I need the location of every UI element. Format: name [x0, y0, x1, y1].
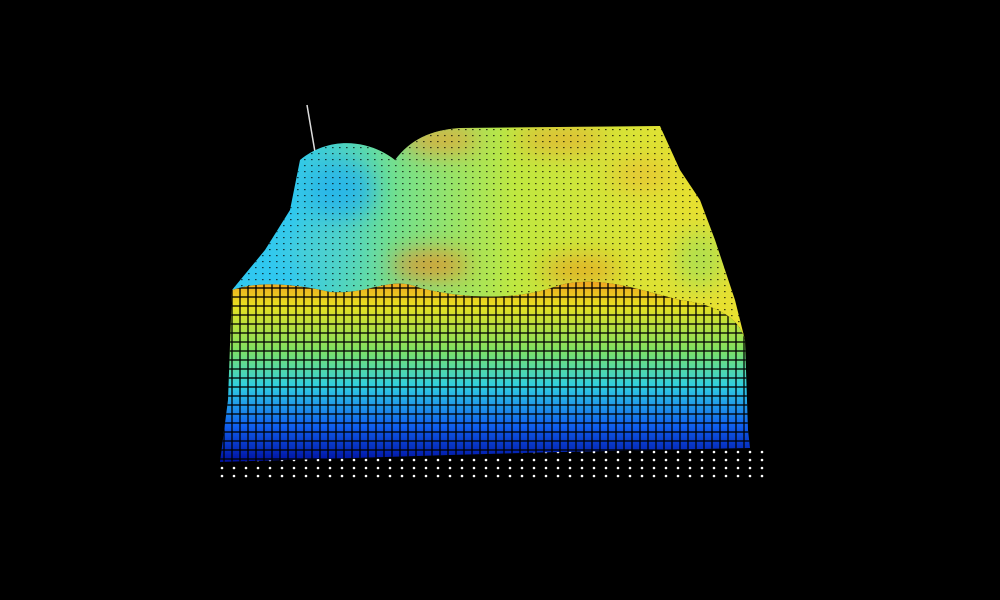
front-mesh	[220, 281, 750, 462]
axis-line	[306, 104, 317, 159]
front-face	[220, 281, 750, 462]
floor-grid	[214, 446, 772, 478]
